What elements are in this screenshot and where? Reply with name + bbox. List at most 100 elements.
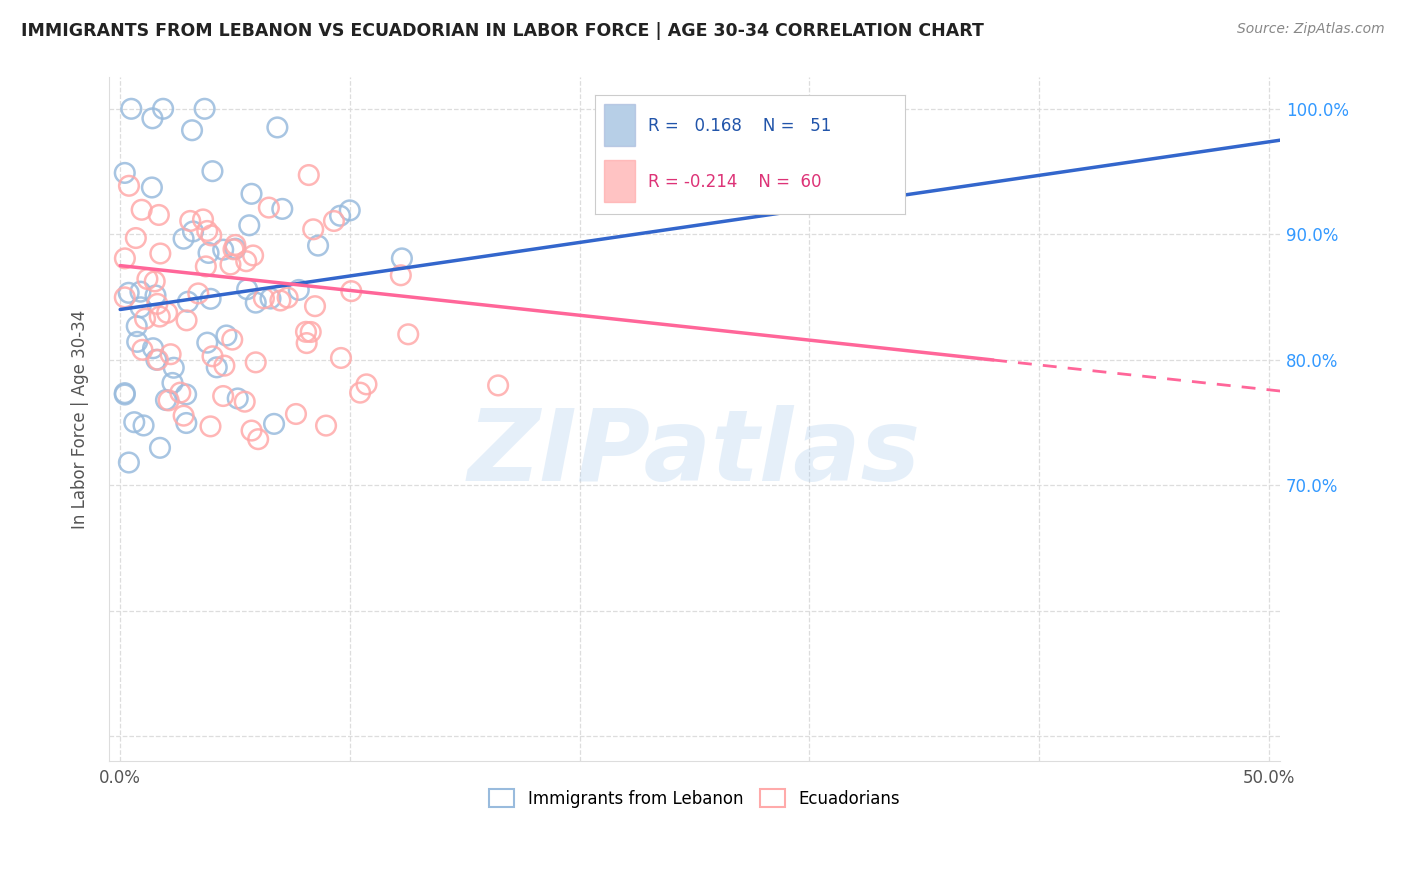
Point [257, 201, 280, 215]
Point [298, 168, 321, 182]
Text: Source: ZipAtlas.com: Source: ZipAtlas.com [1237, 22, 1385, 37]
Point [224, 238, 246, 252]
Point [329, 209, 352, 223]
Point [271, 202, 294, 216]
Point [114, 290, 136, 304]
Point [391, 252, 413, 266]
Point [235, 254, 257, 268]
Point [127, 334, 149, 349]
Point [149, 310, 172, 324]
Point [177, 294, 200, 309]
Point [157, 393, 180, 408]
Point [173, 409, 195, 423]
Point [304, 299, 326, 313]
Point [205, 360, 228, 375]
Point [181, 123, 204, 137]
Point [148, 208, 170, 222]
Text: IMMIGRANTS FROM LEBANON VS ECUADORIAN IN LABOR FORCE | AGE 30-34 CORRELATION CHA: IMMIGRANTS FROM LEBANON VS ECUADORIAN IN… [21, 22, 984, 40]
Point [134, 311, 156, 326]
Point [263, 417, 285, 431]
Point [285, 407, 308, 421]
Point [389, 268, 412, 283]
Point [143, 274, 166, 288]
Point [195, 335, 218, 350]
Point [253, 291, 276, 305]
Point [176, 416, 198, 430]
Point [132, 418, 155, 433]
Point [131, 202, 153, 217]
Point [240, 186, 263, 201]
Point [122, 415, 145, 429]
Point [156, 306, 179, 320]
Point [295, 325, 318, 339]
Legend: Immigrants from Lebanon, Ecuadorians: Immigrants from Lebanon, Ecuadorians [482, 783, 907, 814]
Point [141, 112, 163, 126]
Point [212, 389, 235, 403]
Point [242, 248, 264, 262]
Point [299, 325, 322, 339]
Point [277, 291, 299, 305]
Point [236, 282, 259, 296]
Point [125, 231, 148, 245]
Point [330, 351, 353, 365]
Point [162, 376, 184, 390]
Point [200, 228, 222, 243]
Point [114, 166, 136, 180]
Point [114, 387, 136, 401]
Point [197, 246, 219, 260]
Point [315, 418, 337, 433]
Point [356, 377, 378, 392]
Point [187, 286, 209, 301]
Point [114, 252, 136, 266]
Point [173, 232, 195, 246]
Point [176, 313, 198, 327]
Point [149, 441, 172, 455]
Point [118, 285, 141, 300]
Point [486, 378, 509, 392]
Point [191, 212, 214, 227]
Point [201, 349, 224, 363]
Point [224, 242, 246, 256]
Point [201, 164, 224, 178]
Point [226, 392, 249, 406]
Point [288, 283, 311, 297]
Point [323, 214, 346, 228]
Point [169, 385, 191, 400]
Y-axis label: In Labor Force | Age 30-34: In Labor Force | Age 30-34 [72, 310, 89, 529]
Point [215, 328, 238, 343]
Point [174, 387, 197, 401]
Point [339, 203, 361, 218]
Point [118, 178, 141, 193]
Point [149, 246, 172, 260]
Point [194, 260, 217, 274]
Point [159, 347, 181, 361]
Point [118, 456, 141, 470]
Point [200, 292, 222, 306]
Point [145, 288, 167, 302]
Point [247, 432, 270, 446]
Point [163, 360, 186, 375]
Point [340, 284, 363, 298]
Point [245, 355, 267, 369]
Point [219, 258, 242, 272]
Point [155, 392, 177, 407]
Point [136, 272, 159, 286]
Point [212, 243, 235, 257]
Point [302, 222, 325, 236]
Point [259, 292, 281, 306]
Point [266, 120, 288, 135]
Point [131, 343, 153, 357]
Point [233, 394, 256, 409]
Point [238, 219, 260, 233]
Point [120, 102, 142, 116]
Point [245, 295, 267, 310]
Text: ZIPatlas: ZIPatlas [468, 405, 921, 502]
Point [269, 293, 291, 308]
Point [295, 336, 318, 351]
Point [129, 300, 152, 314]
Point [222, 242, 245, 256]
Point [152, 102, 174, 116]
Point [349, 385, 371, 400]
Point [194, 102, 217, 116]
Point [181, 224, 204, 238]
